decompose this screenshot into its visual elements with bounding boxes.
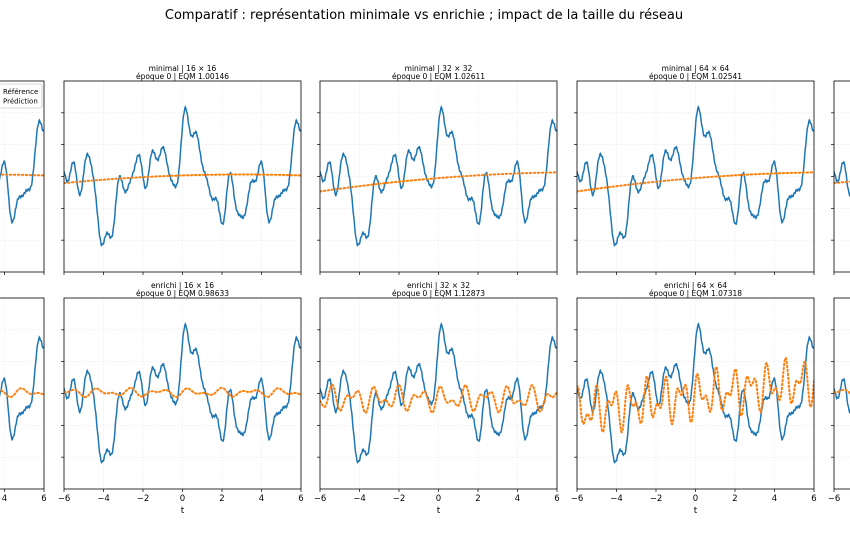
xtick-label: 6	[41, 494, 46, 504]
xtick-label: −6	[314, 494, 327, 504]
series-group	[320, 105, 557, 247]
series-reference	[0, 118, 44, 224]
xtick-label: −2	[137, 494, 150, 504]
subplot-title: minimal | 64 × 64	[662, 64, 730, 73]
x-axis-label: t	[694, 506, 698, 516]
subplot-subtitle: époque 0 | EQM 0.98633	[136, 289, 229, 298]
xtick-label: −4	[353, 494, 366, 504]
series-group	[320, 322, 557, 464]
subplot-right1: −6	[828, 297, 850, 504]
series-group	[0, 335, 44, 441]
legend-box	[0, 83, 43, 109]
series-reference	[64, 105, 301, 247]
series-prediction	[0, 387, 44, 398]
axes-frame	[0, 297, 45, 490]
series-reference	[320, 105, 557, 247]
xtick-label: 0	[436, 494, 441, 504]
xtick-label: −6	[58, 494, 71, 504]
xtick-label: −2	[650, 494, 663, 504]
xtick-label: 4	[772, 494, 777, 504]
xtick-label: 2	[475, 494, 480, 504]
subplot-left0	[0, 80, 45, 275]
xtick-label: −6	[828, 494, 841, 504]
series-prediction	[320, 171, 557, 193]
subplot-title: minimal | 16 × 16	[149, 64, 217, 73]
series-reference	[320, 322, 557, 464]
series-prediction	[577, 171, 814, 193]
axes-frame	[0, 80, 45, 273]
xtick-label: 4	[2, 494, 7, 504]
xtick-label: 4	[515, 494, 520, 504]
series-group	[834, 160, 850, 197]
series-group	[0, 118, 44, 224]
series-prediction	[64, 173, 301, 185]
xtick-label: 0	[180, 494, 185, 504]
subplot-title: enrichi | 32 × 32	[407, 281, 470, 290]
series-prediction	[64, 386, 301, 399]
x-axis-label: t	[181, 506, 185, 516]
series-reference	[834, 377, 850, 414]
xtick-label: 2	[219, 494, 224, 504]
subplot-subtitle: époque 0 | EQM 1.12873	[392, 289, 485, 298]
series-group	[64, 322, 301, 464]
series-reference	[834, 160, 850, 197]
series-prediction	[577, 356, 814, 434]
xtick-label: 6	[298, 494, 303, 504]
subplot-subtitle: époque 0 | EQM 1.02541	[649, 72, 742, 81]
subplot-title: enrichi | 64 × 64	[664, 281, 727, 290]
x-axis-label: t	[437, 506, 441, 516]
series-group	[577, 322, 814, 464]
xtick-label: 6	[554, 494, 559, 504]
series-group	[64, 105, 301, 247]
legend: Référence Prédiction	[0, 83, 43, 109]
xtick-label: 4	[259, 494, 264, 504]
subplot-title: minimal | 32 × 32	[405, 64, 473, 73]
figure-title: Comparatif : représentation minimale vs …	[165, 8, 683, 23]
xtick-label: −4	[97, 494, 110, 504]
series-prediction	[320, 383, 557, 414]
xtick-label: 0	[693, 494, 698, 504]
subplot-subtitle: époque 0 | EQM 1.00146	[136, 72, 229, 81]
subplot-subtitle: époque 0 | EQM 1.02611	[392, 72, 485, 81]
series-reference	[577, 322, 814, 464]
series-reference	[64, 322, 301, 464]
subplot-right0	[831, 80, 850, 275]
xtick-label: 2	[732, 494, 737, 504]
xtick-label: 6	[811, 494, 816, 504]
subplot-subtitle: époque 0 | EQM 1.07318	[649, 289, 742, 298]
subplot-title: enrichi | 16 × 16	[151, 281, 214, 290]
legend-entry-reference: Référence	[3, 88, 38, 96]
xtick-label: −4	[610, 494, 623, 504]
series-reference	[0, 335, 44, 441]
legend-entry-prediction: Prédiction	[3, 98, 38, 106]
xtick-label: −6	[571, 494, 584, 504]
series-group	[577, 105, 814, 247]
series-reference	[577, 105, 814, 247]
series-group	[834, 377, 850, 414]
xtick-label: −2	[393, 494, 406, 504]
